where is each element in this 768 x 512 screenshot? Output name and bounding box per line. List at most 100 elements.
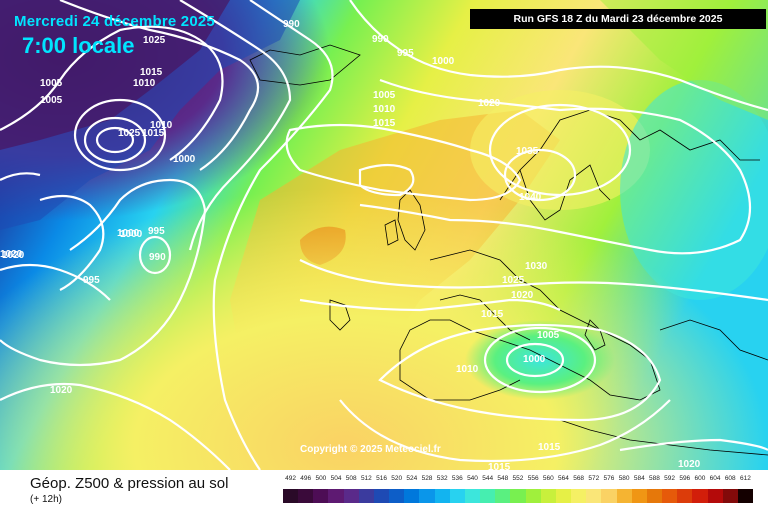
scale-tick-label: 560 xyxy=(542,475,554,482)
isobar-label: 1005 xyxy=(40,78,63,89)
color-scale-bar xyxy=(283,489,754,503)
map-title: Géop. Z500 & pression au sol xyxy=(30,475,229,492)
scale-tick-label: 552 xyxy=(512,475,524,482)
isobar-label: 1020 xyxy=(0,249,23,260)
scale-swatch xyxy=(571,489,587,503)
scale-swatch xyxy=(722,489,739,503)
scale-swatch xyxy=(555,489,572,503)
scale-swatch xyxy=(495,489,511,503)
color-scale-labels: 492 496 500 504 508 512 516 520 524 528 532 536 540 5… xyxy=(283,475,753,485)
scale-swatch xyxy=(586,489,602,503)
scale-tick-label: 520 xyxy=(391,475,403,482)
isobar-label: 990 xyxy=(372,34,389,45)
isobar-label: 1020 xyxy=(678,459,701,470)
isobar-label: 1020 xyxy=(478,98,501,109)
scale-tick-label: 584 xyxy=(633,475,645,482)
isobars xyxy=(0,0,768,470)
scale-tick-label: 544 xyxy=(482,475,494,482)
isobar-label: 1005 xyxy=(373,90,396,101)
scale-tick-label: 564 xyxy=(558,475,569,482)
scale-tick-label: 572 xyxy=(588,475,600,482)
isobar-label: 1025 xyxy=(502,275,525,286)
isobar-label: 1005 xyxy=(537,330,560,341)
isobar-label: 1010 xyxy=(373,104,396,115)
arctic-region xyxy=(600,0,768,120)
scale-tick-label: 568 xyxy=(573,475,585,482)
scale-swatch xyxy=(298,489,314,503)
isobar-label: 1015 xyxy=(481,309,504,320)
isobar-label: 1020 xyxy=(511,290,534,301)
isobar-label: 1040 xyxy=(519,192,542,203)
scale-swatch xyxy=(313,489,329,503)
isobar-label: 1025 xyxy=(118,128,141,139)
scale-tick-label: 556 xyxy=(527,475,539,482)
isobar-label: 1000 xyxy=(523,354,546,365)
isobar-label: 1035 xyxy=(516,146,539,157)
forecast-time: 7:00 locale xyxy=(22,33,135,58)
scale-tick-label: 540 xyxy=(467,475,478,482)
weather-map: 1020102510151010990990995100010051010101… xyxy=(0,0,768,470)
scale-swatch xyxy=(646,489,663,503)
scale-swatch xyxy=(737,489,754,503)
scale-swatch xyxy=(510,489,527,503)
scale-swatch xyxy=(449,489,466,503)
scale-swatch xyxy=(328,489,345,503)
scale-swatch xyxy=(480,489,496,503)
scale-tick-label: 496 xyxy=(300,475,312,482)
scale-swatch xyxy=(662,489,678,503)
copyright-notice: Copyright © 2025 Meteociel.fr xyxy=(300,444,441,455)
scale-tick-label: 532 xyxy=(436,475,448,482)
scale-tick-label: 504 xyxy=(330,475,342,482)
isobar-label: 995 xyxy=(83,275,100,286)
south-warm-region xyxy=(0,0,768,470)
scale-tick-label: 588 xyxy=(649,475,660,482)
scale-tick-label: 612 xyxy=(739,475,751,482)
forecast-date: Mercredi 24 décembre 2025 xyxy=(14,13,215,30)
scale-tick-label: 528 xyxy=(421,475,433,482)
isobar-label: 1015 xyxy=(373,118,396,129)
scale-tick-label: 512 xyxy=(360,475,372,482)
scale-swatch xyxy=(343,489,360,503)
scale-swatch xyxy=(434,489,451,503)
scale-swatch xyxy=(283,489,299,503)
coastlines xyxy=(249,44,768,456)
isobar-label: 1000 xyxy=(173,154,196,165)
scale-tick-label: 536 xyxy=(451,475,463,482)
scale-tick-label: 600 xyxy=(694,475,706,482)
scale-swatch xyxy=(692,489,708,503)
scale-tick-label: 492 xyxy=(285,475,296,482)
isobar-label: 995 xyxy=(148,226,165,237)
scale-swatch xyxy=(358,489,375,503)
isobar-label: 1015 xyxy=(538,442,561,453)
scale-tick-label: 596 xyxy=(679,475,691,482)
scale-swatch xyxy=(540,489,557,503)
isobar-label: 1020 xyxy=(2,250,25,261)
isobar-label: 995 xyxy=(397,48,414,59)
scale-tick-label: 524 xyxy=(406,475,418,482)
isobar-label: 1010 xyxy=(133,78,156,89)
model-run-label: Run GFS 18 Z du Mardi 23 décembre 2025 xyxy=(470,9,766,29)
scale-tick-label: 516 xyxy=(376,475,387,482)
scale-tick-label: 576 xyxy=(603,475,615,482)
isobar-label: 1015 xyxy=(142,128,165,139)
isobar-label: 1010 xyxy=(456,364,479,375)
scale-swatch xyxy=(707,489,724,503)
scale-tick-label: 508 xyxy=(345,475,357,482)
isobar-label: 1030 xyxy=(525,261,548,272)
scale-swatch xyxy=(404,489,420,503)
scale-swatch xyxy=(389,489,405,503)
isobar-label: 1000 xyxy=(117,228,140,239)
scale-swatch xyxy=(616,489,633,503)
mediterranean-low xyxy=(465,320,615,400)
scale-swatch xyxy=(373,489,390,503)
isobar-label: 1000 xyxy=(120,229,143,240)
scale-tick-label: 580 xyxy=(618,475,630,482)
scale-swatch xyxy=(601,489,618,503)
isobar-label: 1015 xyxy=(488,462,511,470)
isobar-label: 1020 xyxy=(50,385,73,396)
scale-swatch xyxy=(419,489,436,503)
scale-tick-label: 608 xyxy=(724,475,736,482)
isobar-labels: 1020102510151010990990995100010051010101… xyxy=(0,19,701,470)
scale-tick-label: 548 xyxy=(497,475,509,482)
